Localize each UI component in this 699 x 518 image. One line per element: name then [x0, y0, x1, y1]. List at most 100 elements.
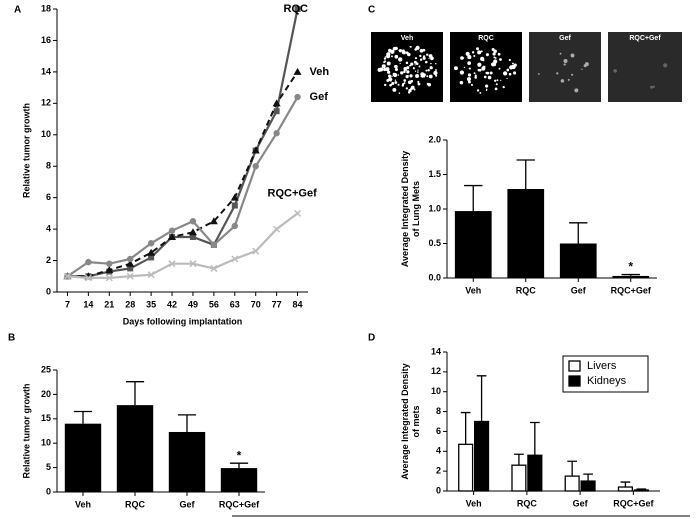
image-speck: [537, 73, 540, 75]
image-speck: [401, 51, 405, 54]
x-tick-label: Gef: [571, 285, 587, 295]
image-speck: [474, 74, 477, 77]
image-speck: [388, 48, 392, 53]
legend-swatch: [568, 360, 581, 372]
image-speck: [391, 81, 395, 85]
image-speck: [489, 71, 493, 75]
y-tick-label: 4: [46, 223, 51, 233]
y-tick-label: 8: [46, 161, 51, 171]
image-speck: [425, 60, 428, 64]
y-axis-label: Average Integrated Density: [400, 363, 410, 479]
image-speck: [467, 55, 472, 60]
marker: [147, 271, 155, 279]
error-bar: [583, 473, 593, 482]
panel-label: D: [368, 333, 375, 344]
image-speck: [426, 53, 429, 56]
image-speck: [422, 56, 426, 60]
error-bar: [73, 410, 93, 424]
x-tick-label: 28: [125, 299, 135, 309]
series-line: [66, 96, 299, 278]
bar: [168, 431, 206, 492]
image-speck: [413, 87, 415, 90]
y-tick-label: 10: [41, 129, 51, 139]
image-speck: [480, 50, 483, 53]
image-speck: [417, 69, 419, 71]
image-speck: [399, 62, 401, 65]
error-bar: [620, 481, 631, 488]
image-speck: [409, 64, 411, 67]
image-speck: [414, 64, 416, 66]
marker: [231, 222, 238, 230]
image-speck: [468, 67, 471, 70]
image-speck: [384, 83, 387, 87]
marker: [168, 260, 176, 268]
error-bar: [569, 222, 588, 244]
y-tick-label: 0.5: [428, 238, 441, 248]
x-axis-label: Days following implantation: [123, 316, 243, 326]
image-speck: [405, 87, 408, 90]
y-axis-label: Average Integrated Density: [400, 151, 410, 267]
annotation: *: [237, 448, 242, 462]
y-tick-label: 8: [436, 406, 441, 416]
image-speck: [494, 79, 497, 82]
marker: [230, 193, 239, 201]
series-label: Veh: [310, 66, 330, 78]
image-speck: [499, 58, 502, 61]
image-speck: [479, 91, 482, 94]
image-speck: [415, 62, 419, 65]
image-speck: [428, 57, 430, 60]
image-speck: [474, 76, 477, 79]
image-speck: [581, 68, 583, 70]
image-speck: [419, 54, 422, 58]
image-speck: [425, 69, 428, 72]
legend-label: Kidneys: [587, 375, 627, 387]
image-speck: [403, 67, 408, 71]
marker: [127, 255, 134, 263]
y-tick-label: 2: [436, 466, 441, 476]
image-speck: [613, 69, 617, 73]
image-speck: [392, 72, 396, 77]
image-speck: [394, 67, 399, 72]
x-tick-label: 84: [293, 299, 303, 309]
image-speck: [433, 70, 438, 76]
marker: [210, 264, 218, 272]
image-speck: [482, 59, 485, 62]
marker: [105, 274, 113, 282]
image-speck: [430, 62, 432, 65]
image-speck: [506, 77, 508, 80]
image-speck: [563, 63, 566, 66]
image-speck: [388, 74, 392, 78]
image-speck: [384, 56, 387, 58]
y-tick-label: 12: [41, 98, 51, 108]
x-tick-label: Veh: [465, 285, 481, 295]
image-speck: [463, 66, 466, 69]
marker: [272, 99, 281, 107]
error-bar: [621, 273, 640, 276]
y-tick-label: 16: [41, 35, 51, 45]
image-speck: [476, 89, 480, 92]
image-speck: [397, 83, 400, 86]
image-speck: [384, 60, 386, 62]
image-speck: [417, 82, 421, 86]
image-speck: [495, 83, 498, 86]
image-speck: [493, 56, 496, 59]
image-speck: [412, 66, 415, 69]
image-speck: [584, 62, 589, 67]
image-speck: [470, 83, 474, 86]
image-speck: [426, 75, 429, 78]
marker: [252, 163, 259, 170]
image-speck: [509, 65, 514, 70]
bar: [507, 188, 545, 278]
image-speck: [392, 46, 397, 51]
marker: [189, 233, 196, 240]
lung-image: [608, 32, 682, 102]
image-speck: [429, 66, 433, 70]
marker: [294, 209, 302, 217]
marker: [273, 225, 281, 233]
image-speck: [491, 47, 495, 51]
y-tick-label: 15: [41, 413, 51, 423]
image-speck: [467, 80, 471, 84]
image-speck: [418, 65, 421, 68]
marker: [84, 274, 92, 282]
